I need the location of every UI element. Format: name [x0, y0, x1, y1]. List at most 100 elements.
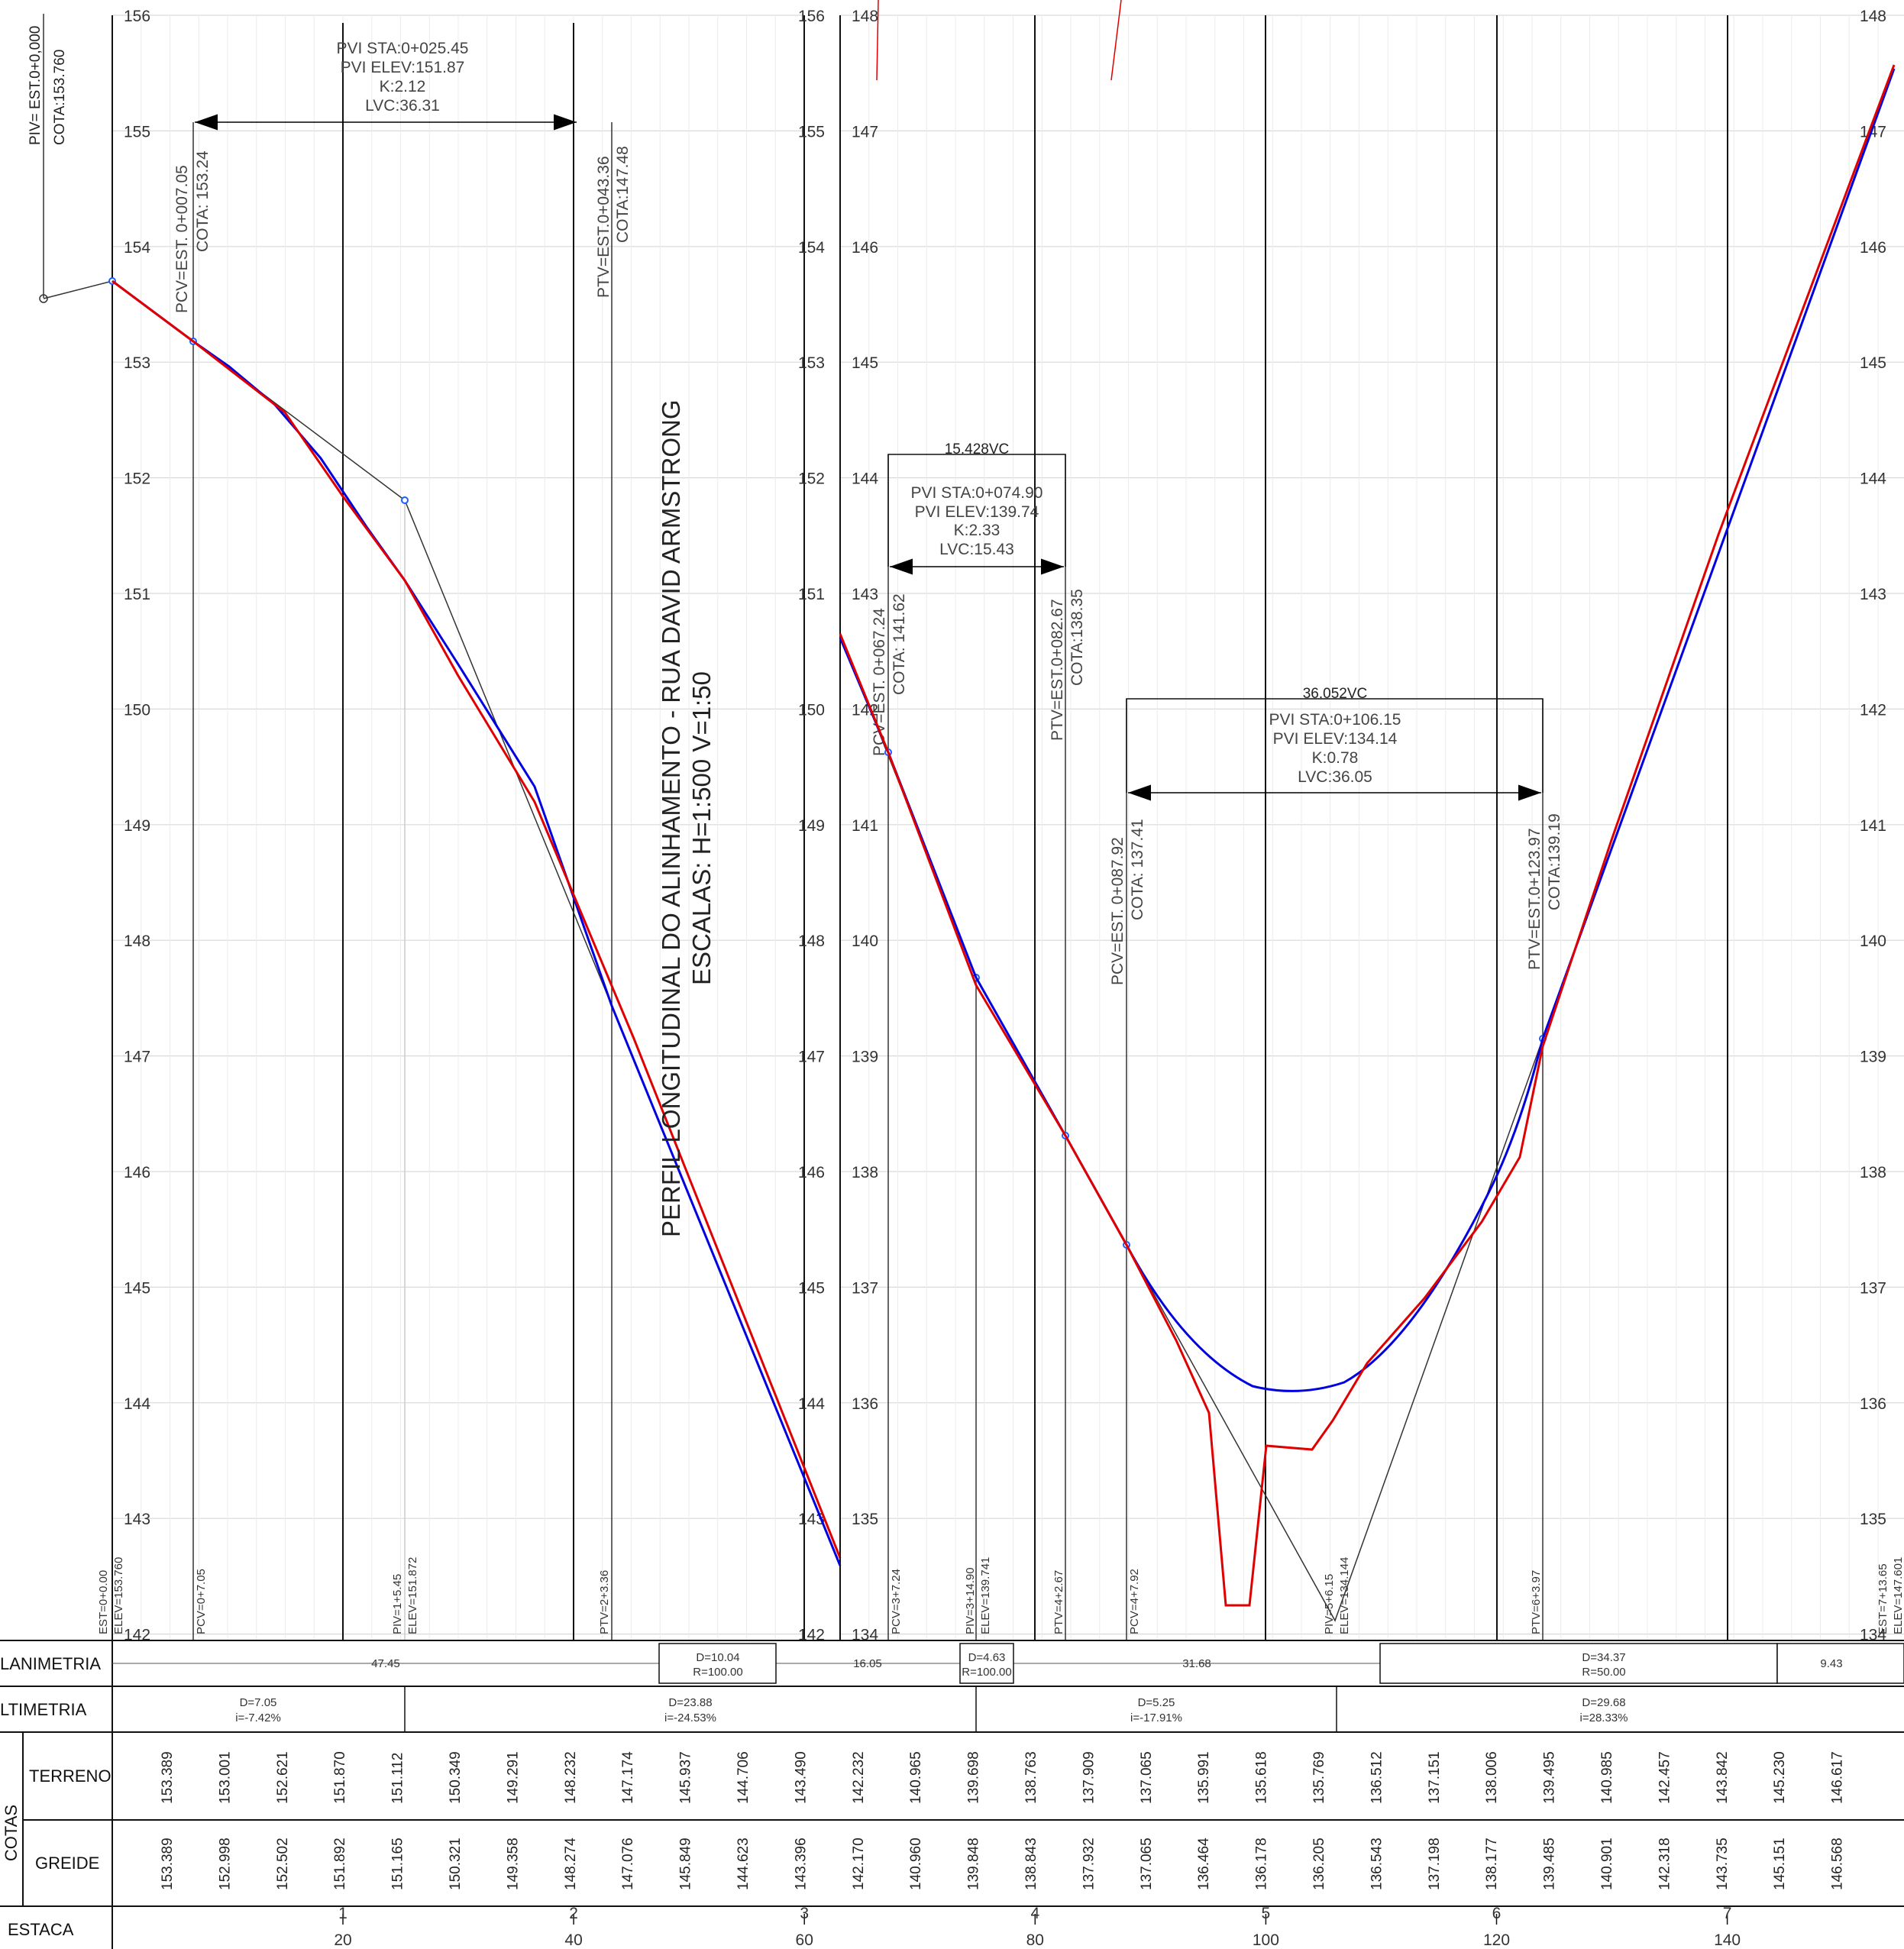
left-elevation-labels: 156 155 154 153 152 151 150 149 148 147 146 145 144 1… [124, 8, 150, 1644]
left-tangent [112, 280, 613, 1007]
cota-value: 136.543 [1369, 1837, 1385, 1890]
vc2-pvi-sta: PVI STA:0+106.15 [1269, 711, 1401, 729]
ptv-cota: COTA:147.48 [614, 146, 632, 243]
cota-value: 151.165 [390, 1837, 406, 1890]
curve-k: K:2.12 [380, 78, 426, 95]
plan-cell-5b: R=50.00 [1582, 1666, 1625, 1679]
cota-value: 143.396 [793, 1837, 809, 1890]
vc2-pcv-cota: COTA: 137.41 [1129, 819, 1146, 920]
estaca-distance: 40 [564, 1931, 582, 1949]
cota-value: 136.464 [1196, 1837, 1212, 1890]
elevation-label: 141 [852, 817, 878, 835]
elevation-label: 138 [852, 1164, 878, 1181]
cota-value: 144.706 [735, 1751, 752, 1804]
elevation-label: 134 [852, 1627, 878, 1644]
vc2-k: K:0.78 [1312, 749, 1359, 767]
bottom-label-ptv2: PTV=6+3.97 [1530, 1570, 1543, 1634]
cota-value: 148.274 [563, 1837, 579, 1890]
right-grade-line [839, 68, 1896, 1392]
curve-pvi-elev: PVI ELEV:151.87 [341, 59, 465, 76]
ptv-label: PTV=EST.0+043.36 [595, 156, 613, 298]
drawing-title: PERFIL LONGITUDINAL DO ALINHAMENTO - RUA… [657, 399, 685, 1237]
cota-value: 153.389 [160, 1837, 176, 1890]
greide-values: 153.389 152.998 152.502 151.892 151.165 150.3… [160, 1837, 1846, 1890]
elevation-label: 145 [1860, 354, 1886, 372]
vc1-pcv-cota: COTA: 141.62 [891, 593, 908, 695]
greide-label: GREIDE [35, 1854, 99, 1873]
cota-value: 135.618 [1254, 1751, 1270, 1804]
elevation-label: 153 [798, 354, 825, 372]
terreno-label: TERRENO [29, 1766, 112, 1786]
estaca-distance: 60 [796, 1931, 813, 1949]
elevation-label: 150 [798, 701, 825, 719]
elevation-label: 146 [1860, 239, 1886, 257]
plan-cell-3b: R=100.00 [962, 1666, 1011, 1679]
cota-value: 146.617 [1830, 1751, 1846, 1804]
plan-cell-2: 16.05 [853, 1657, 882, 1670]
elevation-label: 147 [798, 1049, 825, 1066]
vc2-ptv: PTV=EST.0+123.97 [1526, 828, 1544, 970]
elevation-label: 154 [124, 239, 150, 257]
cota-value: 137.932 [1081, 1837, 1097, 1890]
elevation-label: 144 [1860, 470, 1886, 488]
elevation-label: 140 [1860, 932, 1886, 950]
cota-value: 151.112 [390, 1753, 406, 1804]
elevation-label: 149 [798, 817, 825, 835]
elevation-label: 145 [124, 1279, 150, 1297]
cotas-side-label: COTAS [2, 1805, 21, 1861]
alt-cell-1a: D=23.88 [668, 1696, 712, 1709]
left-panel: 156 155 154 153 152 151 150 149 148 147 146 145 144 1… [27, 8, 842, 1644]
right-elevation-labels-right: 1481471461451441431421411401391381371361… [1860, 8, 1886, 1644]
cota-value: 142.170 [851, 1837, 867, 1890]
plan-cell-0: 47.45 [371, 1657, 400, 1670]
elevation-label: 142 [124, 1627, 150, 1644]
plan-cell-6: 9.43 [1820, 1657, 1842, 1670]
elevation-label: 141 [1860, 817, 1886, 835]
bottom-label-pcv2: PCV=4+7.92 [1128, 1569, 1141, 1634]
cota-value: 136.205 [1311, 1837, 1327, 1890]
cota-value: 139.485 [1542, 1837, 1558, 1890]
elevation-label: 137 [1860, 1279, 1886, 1297]
vc1-title: 15.428VC [945, 441, 1010, 457]
elevation-label: 143 [124, 1511, 150, 1528]
elevation-label: 136 [852, 1395, 878, 1413]
elevation-label: 148 [1860, 8, 1886, 25]
curve-lvc: LVC:36.31 [365, 97, 440, 115]
right-terrain-line [839, 64, 1896, 1607]
alt-cell-0a: D=7.05 [240, 1696, 277, 1709]
plan-cell-1a: D=10.04 [696, 1651, 739, 1664]
elevation-label: 147 [852, 123, 878, 141]
elevation-label: 147 [124, 1049, 150, 1066]
estaca-number: 6 [1492, 1905, 1502, 1922]
cota-value: 138.843 [1023, 1837, 1039, 1890]
right-elevation-labels: 1481471461451441431421411401391381371361… [852, 8, 878, 1644]
vc2-title: 36.052VC [1303, 686, 1368, 702]
bottom-label-end-elev: ELEV=147.601 [1892, 1557, 1904, 1634]
cota-value: 146.568 [1830, 1837, 1846, 1890]
estaca-number: 7 [1723, 1905, 1732, 1922]
cota-value: 147.174 [620, 1751, 636, 1804]
elevation-label: 143 [1860, 586, 1886, 603]
cota-value: 137.065 [1139, 1751, 1155, 1804]
cota-value: 151.870 [332, 1751, 348, 1804]
alt-cell-3a: D=29.68 [1582, 1696, 1625, 1709]
elevation-label: 149 [124, 817, 150, 835]
elevation-label: 148 [124, 932, 150, 950]
elevation-label: 148 [852, 8, 878, 25]
elevation-label: 145 [798, 1279, 825, 1297]
elevation-label: 148 [798, 932, 825, 950]
planimetria-label: LANIMETRIA [0, 1654, 101, 1673]
vc1-lvc: LVC:15.43 [939, 541, 1014, 558]
cota-value: 148.232 [563, 1751, 579, 1804]
elevation-label: 153 [124, 354, 150, 372]
vc1-ptv-cota: COTA:138.35 [1068, 589, 1086, 686]
right-tangent [839, 68, 1895, 1622]
vc2-pvi-elev: PVI ELEV:134.14 [1273, 730, 1398, 748]
cota-value: 145.151 [1772, 1837, 1788, 1890]
cota-value: 143.490 [793, 1751, 809, 1804]
estaca-number: 5 [1262, 1905, 1271, 1922]
elevation-label: 156 [798, 8, 825, 25]
cota-value: 149.291 [505, 1751, 521, 1804]
estaca-distance: 140 [1714, 1931, 1741, 1949]
